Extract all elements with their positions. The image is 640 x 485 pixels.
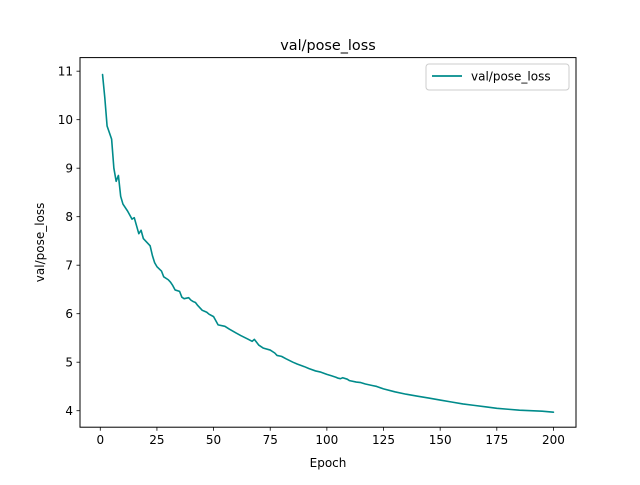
x-tick-label: 25 bbox=[149, 433, 164, 447]
y-tick-label: 6 bbox=[65, 307, 73, 321]
y-axis-ticks: 4 5 6 7 8 9 10 11 bbox=[58, 64, 80, 418]
axes-frame bbox=[79, 57, 577, 428]
y-axis-label: val/pose_loss bbox=[33, 203, 47, 283]
x-axis-label: Epoch bbox=[310, 456, 347, 470]
x-tick-label: 175 bbox=[485, 433, 508, 447]
chart-title: val/pose_loss bbox=[280, 38, 375, 54]
x-tick-label: 75 bbox=[263, 433, 278, 447]
y-tick-label: 8 bbox=[65, 210, 73, 224]
x-tick-label: 100 bbox=[315, 433, 338, 447]
y-tick-label: 7 bbox=[65, 258, 73, 272]
y-tick-label: 5 bbox=[65, 355, 73, 369]
x-tick-label: 150 bbox=[429, 433, 452, 447]
x-tick-label: 50 bbox=[206, 433, 221, 447]
legend-box bbox=[425, 63, 570, 91]
plot-series bbox=[101, 73, 555, 413]
x-axis-ticks: 0 25 50 75 100 125 150 175 200 bbox=[96, 427, 565, 447]
x-tick-label: 125 bbox=[372, 433, 395, 447]
legend-label: val/pose_loss bbox=[471, 70, 551, 84]
x-tick-label: 0 bbox=[96, 433, 104, 447]
y-tick-label: 9 bbox=[65, 161, 73, 175]
x-tick-label: 200 bbox=[542, 433, 565, 447]
y-tick-label: 10 bbox=[58, 113, 73, 127]
series-line bbox=[101, 73, 555, 413]
y-tick-label: 4 bbox=[65, 404, 73, 418]
y-tick-label: 11 bbox=[58, 64, 73, 78]
legend: val/pose_loss bbox=[425, 63, 570, 91]
